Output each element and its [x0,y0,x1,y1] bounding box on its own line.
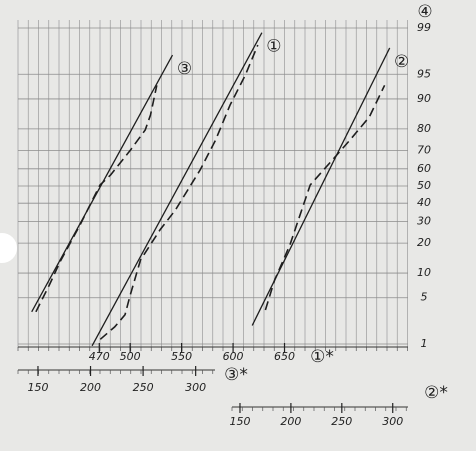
x-tick-label: 300 [382,415,403,428]
x-tick-label: 470 [89,350,110,363]
x-tick-label: 300 [185,381,206,394]
x-tick-label: 200 [80,381,101,394]
y-tick-label: 50 [417,179,431,192]
fit-line [91,32,263,347]
y-tick-label: 5 [421,291,428,304]
y-tick-label: 10 [417,266,431,279]
x-tick-label: 250 [133,381,154,394]
x-tick-label: 150 [229,415,250,428]
x-tick-label: 600 [223,350,244,363]
data-line [35,85,158,313]
y-tick-label: 20 [417,236,431,249]
punch-hole [0,233,17,263]
series-label: ① [266,37,281,57]
x-tick-label: 150 [27,381,48,394]
y-axis-label: ④ [417,2,432,22]
x-tick-label: 200 [280,415,301,428]
data-line [99,44,259,340]
series-label: ② [394,52,409,72]
y-tick-label: 70 [417,143,431,156]
x-axis-label: ①* [310,347,334,367]
x-tick-label: 650 [274,350,295,363]
x-axis-label: ③* [224,365,248,385]
y-tick-label: 30 [417,215,431,228]
x-axis-label: ②* [424,383,448,403]
y-tick-label: 1 [421,337,428,350]
x-tick-label: 500 [120,350,141,363]
y-tick-label: 95 [417,67,431,80]
y-tick-label: 40 [417,196,431,209]
y-tick-label: 99 [417,21,431,34]
y-tick-label: 80 [417,122,431,135]
x-tick-label: 250 [331,415,352,428]
series-label: ③ [177,59,192,79]
y-tick-label: 90 [417,92,431,105]
x-tick-label: 550 [171,350,192,363]
data-line [264,84,386,311]
y-tick-label: 60 [417,162,431,175]
